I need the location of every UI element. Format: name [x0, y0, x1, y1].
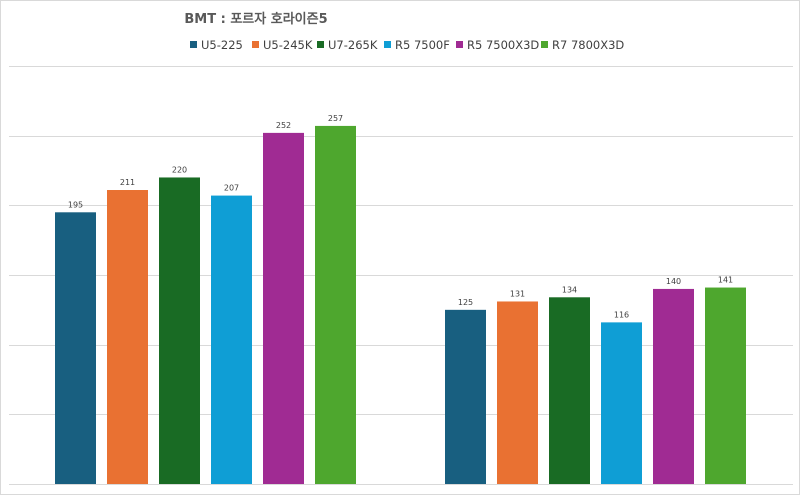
data-label: 207 — [224, 184, 239, 193]
bar — [445, 309, 486, 484]
data-label: 257 — [328, 114, 343, 123]
bar — [55, 212, 96, 485]
legend-label: R5 7500F — [395, 38, 450, 52]
bars — [55, 125, 746, 485]
legend-swatch — [384, 41, 391, 48]
data-labels: 195 211 220 207 252 257 125 131 134 116 140 141 — [68, 114, 733, 319]
legend-label: R7 7800X3D — [552, 38, 624, 52]
legend-label: U7-265K — [328, 38, 378, 52]
data-label: 220 — [172, 165, 187, 174]
data-label: 131 — [510, 289, 525, 298]
data-label: 116 — [614, 310, 629, 319]
data-label: 195 — [68, 200, 83, 209]
bar — [315, 125, 356, 484]
legend-label: U5-225 — [201, 38, 243, 52]
bar — [497, 301, 538, 484]
legend: U5-225 U5-245K U7-265K R5 7500F R5 7500X3D R7… — [190, 38, 624, 52]
data-label: 211 — [120, 178, 135, 187]
legend-swatch — [541, 41, 548, 48]
bar — [107, 190, 148, 485]
bar — [705, 287, 746, 484]
data-label: 141 — [718, 276, 733, 285]
bar — [211, 195, 252, 484]
data-label: 125 — [458, 298, 473, 307]
legend-swatch — [252, 41, 259, 48]
legend-swatch — [317, 41, 324, 48]
bar — [601, 322, 642, 484]
data-label: 252 — [276, 121, 291, 130]
bar — [653, 288, 694, 484]
bar — [549, 297, 590, 484]
bar — [159, 177, 200, 484]
chart-title: BMT : 포르자 호라이즌5 — [184, 11, 327, 27]
bar — [263, 132, 304, 484]
legend-label: U5-245K — [263, 38, 313, 52]
legend-swatch — [190, 41, 197, 48]
legend-label: R5 7500X3D — [467, 38, 539, 52]
legend-swatch — [456, 41, 463, 48]
data-label: 134 — [562, 285, 577, 294]
data-label: 140 — [666, 277, 681, 286]
